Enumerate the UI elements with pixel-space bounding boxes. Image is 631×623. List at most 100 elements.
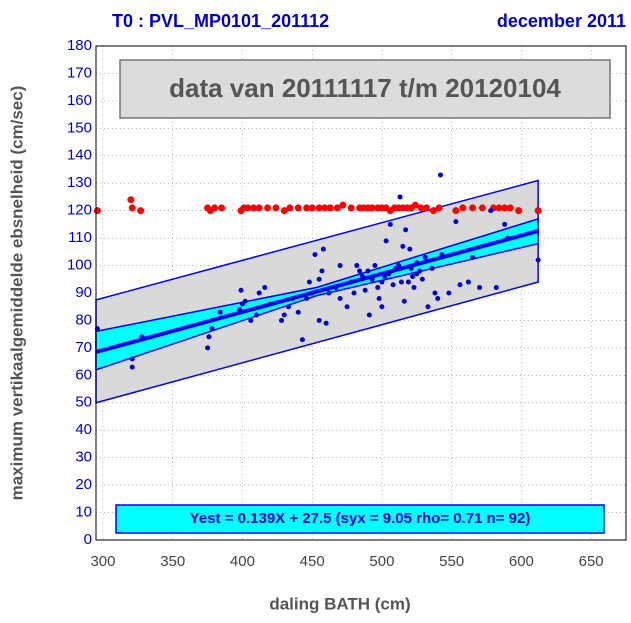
point — [397, 194, 403, 200]
point — [439, 252, 445, 258]
point — [383, 238, 389, 244]
point — [294, 204, 302, 212]
point — [299, 337, 305, 343]
point — [209, 326, 215, 332]
plot-frame — [95, 45, 627, 541]
point — [253, 312, 259, 318]
y-tick-label: 60 — [75, 366, 92, 383]
point — [372, 263, 378, 269]
point — [386, 271, 392, 277]
point — [205, 345, 211, 351]
point — [477, 285, 483, 291]
point — [280, 207, 288, 215]
point — [535, 257, 541, 263]
point — [127, 196, 135, 204]
point — [128, 204, 136, 212]
point — [129, 356, 135, 362]
point — [323, 320, 329, 326]
point — [333, 204, 341, 212]
point — [319, 268, 325, 274]
point — [303, 204, 311, 212]
point — [419, 276, 425, 282]
y-tick-label: 20 — [75, 476, 92, 493]
point — [469, 204, 477, 212]
y-tick-label: 140 — [67, 147, 92, 164]
point — [382, 274, 388, 280]
point — [281, 312, 287, 318]
point — [488, 208, 494, 214]
y-axis-label: maximum vertikaalgemiddelde ebsnelheid (… — [7, 86, 26, 501]
y-tick-label: 100 — [67, 257, 92, 274]
point — [502, 221, 508, 227]
point — [417, 204, 425, 212]
point — [351, 290, 357, 296]
y-tick-label: 120 — [67, 202, 92, 219]
point — [411, 285, 417, 291]
point — [459, 204, 467, 212]
point — [407, 246, 413, 252]
point — [339, 201, 347, 209]
point — [452, 207, 460, 215]
y-tick-label: 180 — [67, 37, 92, 54]
point — [430, 207, 438, 215]
point — [401, 298, 407, 304]
point — [129, 364, 135, 370]
point — [242, 298, 248, 304]
point — [315, 204, 323, 212]
point — [495, 204, 503, 212]
y-tick-label: 150 — [67, 119, 92, 136]
point — [264, 204, 272, 212]
point — [354, 263, 360, 269]
point — [308, 204, 316, 212]
point — [405, 279, 411, 285]
point — [432, 290, 438, 296]
point — [429, 265, 435, 271]
point — [534, 207, 542, 215]
y-tick-label: 90 — [75, 284, 92, 301]
point — [375, 285, 381, 291]
point — [408, 265, 414, 271]
point — [337, 263, 343, 269]
point — [256, 290, 262, 296]
chart-subtitle: december 2011 — [497, 11, 626, 31]
annotation: data van 20111117 t/m 20120104 — [169, 73, 561, 103]
point — [312, 252, 318, 258]
y-tick-label: 10 — [75, 504, 92, 521]
point — [470, 254, 476, 260]
equation-box — [115, 504, 605, 534]
point — [218, 204, 226, 212]
point — [379, 279, 385, 285]
point — [369, 276, 375, 282]
x-tick-label: 300 — [90, 553, 115, 570]
point — [320, 246, 326, 252]
equation: Yest = 0.139X + 27.5 (syx = 9.05 rho= 0.… — [190, 510, 531, 527]
point — [255, 204, 263, 212]
point — [501, 204, 509, 212]
point — [279, 317, 284, 323]
point — [295, 309, 301, 315]
point — [139, 334, 145, 340]
point — [206, 334, 212, 340]
point — [348, 279, 354, 285]
y-tick-label: 160 — [67, 92, 92, 109]
point — [359, 274, 365, 280]
point — [316, 276, 322, 282]
point — [217, 309, 223, 315]
point — [286, 204, 294, 212]
point — [398, 279, 404, 285]
y-tick-label: 170 — [67, 64, 92, 81]
point — [390, 282, 396, 288]
point — [396, 263, 402, 269]
point — [435, 295, 441, 301]
y-tick-label: 40 — [75, 421, 92, 438]
x-tick-label: 350 — [160, 553, 185, 570]
point — [376, 295, 382, 301]
point — [368, 204, 376, 212]
point — [262, 285, 268, 291]
point — [422, 254, 428, 260]
point — [515, 207, 523, 215]
x-tick-label: 400 — [230, 553, 255, 570]
point — [438, 172, 443, 178]
point — [379, 304, 385, 310]
